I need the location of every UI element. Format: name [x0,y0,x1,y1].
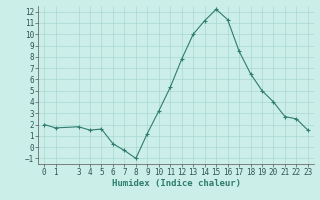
X-axis label: Humidex (Indice chaleur): Humidex (Indice chaleur) [111,179,241,188]
